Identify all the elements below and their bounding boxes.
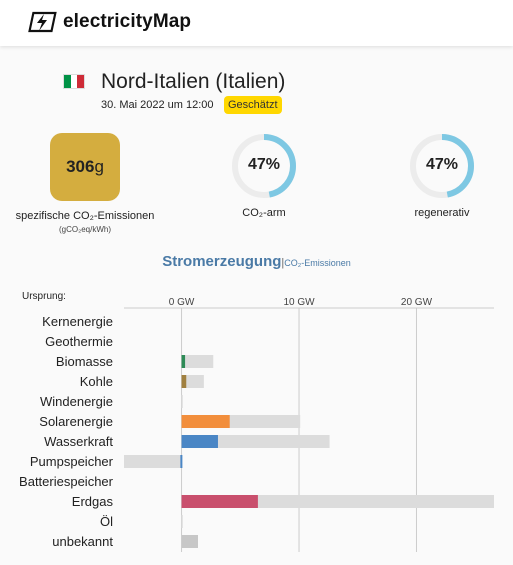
renewable-value: 47% [425,156,459,173]
capacity-bar [181,375,204,388]
low-carbon-value: 47% [247,156,281,173]
co2-intensity-value: 306 [66,157,95,176]
capacity-bar [181,495,495,508]
production-bar [181,435,218,448]
category-label: Öl [100,514,113,529]
tab-electricity-production[interactable]: Stromerzeugung [162,253,282,270]
category-label: Geothermie [45,334,113,349]
production-bar [181,415,230,428]
capacity-bar [124,455,182,468]
category-label: Windenergie [40,394,113,409]
capacity-bar [181,515,183,528]
tab-separator: | [281,257,285,269]
category-label: Kernenergie [42,314,113,329]
x-tick-label: 0 GW [169,297,195,308]
category-label: Wasserkraft [44,434,113,449]
capacity-bar [181,395,183,408]
app-logo-text[interactable]: electricityMap [63,11,192,32]
capacity-bar [181,355,214,368]
origin-label: Ursprung: [22,291,66,302]
category-label: Pumpspeicher [30,454,114,469]
production-bar [181,355,186,368]
co2-intensity-label: spezifische CO₂-Emissionen [15,210,155,222]
category-label: Solarenergie [39,414,113,429]
country-flag-icon [63,74,85,89]
x-tick-label: 20 GW [401,297,433,308]
x-tick-label: 10 GW [283,297,315,308]
category-label: unbekannt [52,534,113,549]
logo-icon[interactable] [27,10,57,34]
production-bar [180,455,183,468]
category-label: Erdgas [72,494,114,509]
category-label: Kohle [80,374,113,389]
tab-co2-emissions[interactable]: CO₂-Emissionen [284,258,351,268]
renewable-gauge[interactable]: 47% [408,132,476,200]
production-chart: 0 GW 10 GW 20 GW Kernenergie Geothermie Bioma… [19,297,495,552]
estimated-badge[interactable]: Geschätzt [224,96,282,114]
low-carbon-gauge[interactable]: 47% [230,132,298,200]
capacity-bar [181,435,330,448]
co2-intensity-box[interactable]: 306 g [50,133,120,201]
production-bar [181,535,198,548]
production-bar [181,495,258,508]
production-bar [181,375,187,388]
app-header: electricityMap [0,0,513,46]
category-label: Batteriespeicher [19,474,114,489]
zone-title: Nord-Italien (Italien) [101,70,286,93]
co2-intensity-unit: (gCO₂eq/kWh) [58,225,111,234]
category-label: Biomasse [56,354,113,369]
co2-intensity-suffix: g [94,157,104,176]
chart-tabs: Stromerzeugung|CO₂-Emissionen [0,253,513,271]
zone-datetime: 30. Mai 2022 um 12:00 [101,99,214,111]
renewable-label: regenerativ [414,207,470,219]
low-carbon-label: CO₂-arm [242,207,286,219]
